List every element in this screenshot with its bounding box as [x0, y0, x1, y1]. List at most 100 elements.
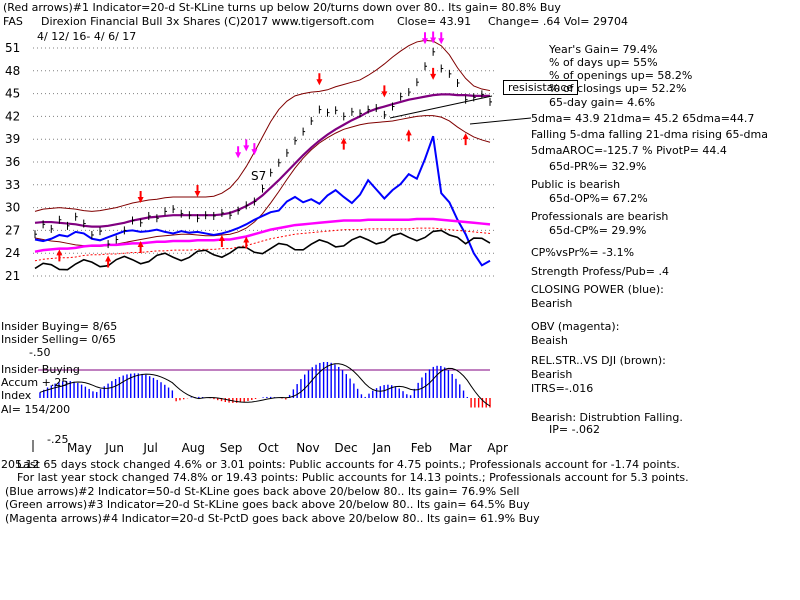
rel-strength-state: Bearish	[531, 368, 573, 381]
buy-arrow	[243, 236, 250, 249]
buy-arrow	[218, 234, 225, 247]
month-label: Apr	[487, 441, 508, 455]
closings-up: % of closings up= 52.2%	[549, 82, 687, 95]
sell-arrow	[235, 146, 242, 159]
footer-magenta-arrows: (Magenta arrows)#4 Indicator=20-d St-Pct…	[5, 512, 540, 525]
openings-up: % of openings up= 58.2%	[549, 69, 693, 82]
strength-ratio: Strength Profess/Pub= .4	[531, 265, 669, 278]
obv-state: Beaish	[531, 334, 568, 347]
sell-arrow	[430, 67, 437, 80]
y-tick-label: 21	[5, 269, 20, 283]
public-status: Public is bearish	[531, 178, 621, 191]
aroc-pivot: 5dmaAROC=-125.7 % PivotP= 44.4	[531, 144, 727, 157]
obv-line	[34, 217, 491, 253]
upper-band-line	[34, 39, 491, 212]
buy-arrow	[340, 137, 347, 150]
date-range: 4/ 12/ 16- 4/ 6/ 17	[37, 30, 137, 43]
month-label: Oct	[258, 441, 279, 455]
ai-value: AI= 154/200	[1, 403, 71, 416]
ticker-symbol: FAS	[3, 15, 23, 28]
y-tick-label: 30	[5, 201, 20, 215]
month-label: Jun	[104, 441, 124, 455]
closing-power-label: CLOSING POWER (blue):	[531, 283, 664, 296]
indicator-lines	[34, 39, 532, 271]
moving-averages: 5dma= 43.9 21dma= 45.2 65dma=44.7	[531, 112, 755, 125]
sell-arrow	[243, 139, 250, 152]
buy-arrow	[405, 129, 412, 142]
closing-power-line	[34, 135, 491, 267]
pointer-line	[469, 117, 532, 125]
sell-arrow	[438, 32, 445, 45]
rel-strength-label: REL.STR..VS DJI (brown):	[531, 354, 666, 367]
footer-green-arrows: (Green arrows)#3 Indicator=20-d St-KLine…	[5, 498, 530, 511]
sell-arrow	[316, 73, 323, 86]
resistance-line	[389, 95, 493, 119]
accum-label: Accum +.25	[1, 376, 69, 389]
professionals-status: Professionals are bearish	[531, 210, 669, 223]
month-label: Jul	[142, 441, 157, 455]
insider-buying-count: Insider Buying= 8/65	[1, 320, 118, 333]
month-label: Sep	[220, 441, 243, 455]
resistance-label: resisistance	[503, 80, 579, 95]
y-tick-label: 39	[5, 132, 20, 146]
footer-blue-arrows: (Blue arrows)#2 Indicator=50-d St-KLine …	[5, 485, 520, 498]
y-tick-label: 33	[5, 178, 20, 192]
cp-vs-pr: CP%vsPr%= -3.1%	[531, 246, 635, 259]
distribution-status: Bearish: Distrubtion Falling.	[531, 411, 683, 424]
obv-ma-line	[34, 227, 491, 262]
month-label: Jan	[372, 441, 392, 455]
accumulation-histogram	[39, 361, 491, 408]
minus25-level-label: -.25	[47, 433, 69, 446]
sell-arrow	[430, 31, 437, 44]
close-value: Close= 43.91	[397, 15, 472, 28]
accumulation-ma-line	[39, 363, 491, 407]
buy-arrow	[462, 133, 469, 146]
change-volume: Change= .64 Vol= 29704	[488, 15, 628, 28]
month-label: Dec	[334, 441, 357, 455]
obv-label: OBV (magenta):	[531, 320, 620, 333]
sell-arrow	[381, 85, 388, 98]
op-percent: 65d-OP%= 67.2%	[549, 192, 648, 205]
ip-value: IP= -.062	[549, 423, 601, 436]
sell-arrow	[137, 191, 144, 204]
y-tick-label: 48	[5, 64, 20, 78]
y-tick-label: 45	[5, 87, 20, 101]
sell-arrow	[422, 32, 428, 45]
month-label: May	[67, 441, 92, 455]
sell-arrow	[194, 184, 201, 197]
buy-arrow	[105, 255, 112, 268]
footer-65-day-change: Last 65 days stock changed 4.6% or 3.01 …	[17, 458, 680, 471]
index-label: Index	[1, 389, 32, 402]
itrs-value: ITRS=-.016	[531, 382, 594, 395]
s7-signal-label: S7	[251, 169, 267, 183]
price-axis: 51 48 45 42 39 36 33 30 27 24 21	[5, 41, 20, 283]
fifty-level-label: -.50	[29, 346, 51, 359]
month-axis: May Jun Jul Aug Sep Oct Nov Dec Jan Feb Mar Apr	[67, 441, 508, 455]
relative-strength-line	[34, 229, 491, 271]
closing-power-state: Bearish	[531, 297, 573, 310]
price-grid	[32, 47, 495, 452]
month-label: Aug	[182, 441, 205, 455]
ma-direction: Falling 5-dma falling 21-dma rising 65-d…	[531, 128, 768, 141]
signal-arrows	[56, 31, 469, 268]
moving-average-line	[34, 93, 490, 228]
month-label: Mar	[449, 441, 472, 455]
red-arrows-indicator-line: (Red arrows)#1 Indicator=20-d St-KLine t…	[3, 1, 561, 14]
y-tick-label: 51	[5, 41, 20, 55]
years-gain: Year's Gain= 79.4%	[549, 43, 658, 56]
footer-year-change: For last year stock changed 74.8% or 19.…	[17, 471, 689, 484]
buy-arrow	[137, 241, 144, 254]
month-label: Feb	[411, 441, 432, 455]
buy-arrow	[56, 249, 63, 262]
gain-65-day: 65-day gain= 4.6%	[549, 96, 656, 109]
days-up: % of days up= 55%	[549, 56, 658, 69]
y-tick-label: 27	[5, 223, 20, 237]
sell-arrow	[251, 143, 258, 156]
y-tick-label: 42	[5, 109, 20, 123]
fund-name: Direxion Financial Bull 3x Shares (C)201…	[41, 15, 375, 28]
insider-buying-label: Insider Buying	[1, 363, 80, 376]
cp-percent: 65d-CP%= 29.9%	[549, 224, 647, 237]
y-tick-label: 24	[5, 246, 20, 260]
pr-percent: 65d-PR%= 32.9%	[549, 160, 647, 173]
